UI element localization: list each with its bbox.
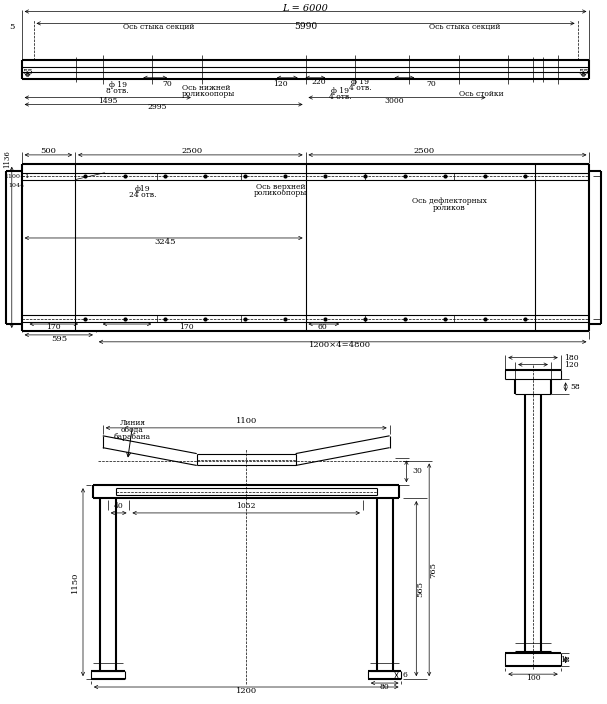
Text: ф 19: ф 19 xyxy=(331,87,349,94)
Text: 120: 120 xyxy=(564,360,578,369)
Text: 220: 220 xyxy=(311,77,326,86)
Text: 1495: 1495 xyxy=(98,96,118,104)
Text: 3000: 3000 xyxy=(385,96,404,104)
Text: 55: 55 xyxy=(22,68,33,76)
Text: Линия: Линия xyxy=(120,419,146,427)
Text: 1200: 1200 xyxy=(236,687,257,695)
Text: 60: 60 xyxy=(317,323,327,331)
Text: роликов: роликов xyxy=(433,204,466,213)
Text: 2995: 2995 xyxy=(148,103,167,111)
Text: Ось нижней: Ось нижней xyxy=(182,84,230,92)
Text: 120: 120 xyxy=(274,80,288,88)
Text: барабана: барабана xyxy=(114,433,151,441)
Text: 170: 170 xyxy=(180,323,194,331)
Text: 18: 18 xyxy=(560,656,569,664)
Text: 1100+1: 1100+1 xyxy=(4,174,29,179)
Text: Ось верхней: Ось верхней xyxy=(256,182,305,191)
Text: 1100: 1100 xyxy=(236,417,257,425)
Text: L = 6000: L = 6000 xyxy=(283,4,328,13)
Text: 70: 70 xyxy=(162,80,172,88)
Text: 100: 100 xyxy=(526,674,540,682)
Text: 170: 170 xyxy=(46,323,61,331)
Text: 80: 80 xyxy=(380,683,390,691)
Text: 58: 58 xyxy=(571,383,580,391)
Text: 55: 55 xyxy=(578,68,589,76)
Text: 1150: 1150 xyxy=(71,572,79,593)
Text: 180: 180 xyxy=(564,353,578,362)
Text: 1052: 1052 xyxy=(237,502,256,510)
Text: 500: 500 xyxy=(41,147,56,155)
Text: Ось стыка секций: Ось стыка секций xyxy=(123,23,194,31)
Text: 1200×4=4800: 1200×4=4800 xyxy=(309,341,371,348)
Text: 4 отв.: 4 отв. xyxy=(329,92,351,101)
Text: роликоопоры: роликоопоры xyxy=(182,89,235,98)
Text: Ось стойки: Ось стойки xyxy=(459,89,503,98)
Text: 3245: 3245 xyxy=(154,238,176,246)
Text: ф 19: ф 19 xyxy=(351,77,369,86)
Text: 70: 70 xyxy=(426,80,436,88)
Text: 565: 565 xyxy=(416,581,424,596)
Text: Ось дефлекторных: Ось дефлекторных xyxy=(412,197,486,206)
Text: 40: 40 xyxy=(114,502,123,510)
Text: 8 отв.: 8 отв. xyxy=(106,87,129,94)
Text: Ось стыка секций: Ось стыка секций xyxy=(429,23,501,31)
Text: роликоопоры: роликоопоры xyxy=(254,189,307,198)
Text: ф 19: ф 19 xyxy=(109,81,127,89)
Text: 765: 765 xyxy=(429,562,437,578)
Text: 5990: 5990 xyxy=(294,22,317,31)
Text: 1044: 1044 xyxy=(8,183,25,188)
Text: 2500: 2500 xyxy=(413,147,435,155)
Text: 24 отв.: 24 отв. xyxy=(129,191,156,199)
Text: 2500: 2500 xyxy=(181,147,202,155)
Text: ф19: ф19 xyxy=(135,184,150,192)
Text: 6: 6 xyxy=(402,671,407,679)
Text: 595: 595 xyxy=(51,335,67,343)
Text: 1136: 1136 xyxy=(3,150,11,168)
Text: обода: обода xyxy=(121,426,144,434)
Text: 30: 30 xyxy=(412,467,422,475)
Text: 5: 5 xyxy=(9,23,15,31)
Text: 4 отв.: 4 отв. xyxy=(348,84,371,92)
